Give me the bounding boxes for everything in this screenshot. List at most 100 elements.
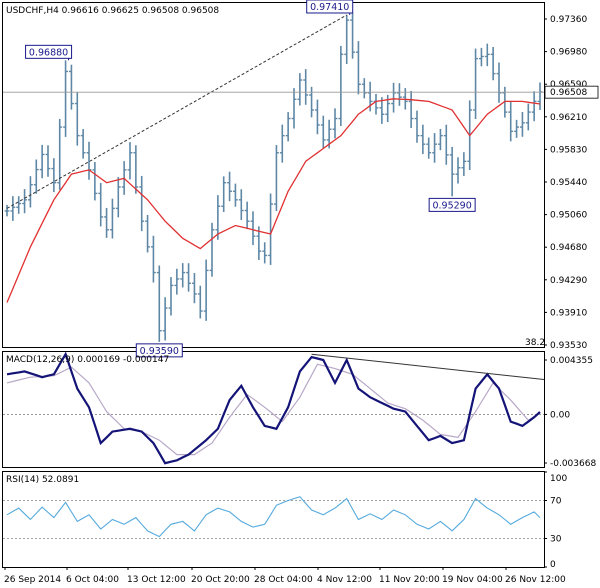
instrument-header: USDCHF,H4 0.96616 0.96625 0.96508 0.9650… <box>6 6 219 16</box>
callout-box <box>306 0 354 14</box>
price-bar <box>496 62 502 103</box>
last-price-label: 0.96508 <box>550 88 587 98</box>
callout-label: 0.93590 <box>140 346 179 357</box>
last-price-badge: 0.96508 <box>544 85 599 99</box>
price-bar <box>350 12 355 59</box>
price-bar <box>156 265 162 342</box>
price-bar <box>432 133 437 163</box>
macd-tick-label: -0.003668 <box>550 459 596 469</box>
callout-box <box>428 197 476 212</box>
price-bar <box>320 115 326 149</box>
rsi-tick-label: 70 <box>550 497 562 507</box>
macd-main-line <box>6 351 541 465</box>
price-bar <box>4 204 10 217</box>
price-bar <box>297 73 303 106</box>
price-bar <box>151 235 156 283</box>
price-bar <box>473 48 478 120</box>
rsi-tick-label: 100 <box>550 474 567 484</box>
price-bar <box>250 211 256 246</box>
price-trendline <box>6 14 347 209</box>
price-bar <box>443 124 449 165</box>
price-bar <box>74 92 80 146</box>
rsi-label: RSI(14) 52.0891 <box>6 475 79 485</box>
price-bar <box>16 196 22 214</box>
price-bar <box>22 189 27 214</box>
price-bars <box>4 12 543 342</box>
price-tick-label: 0.96980 <box>550 48 587 58</box>
price-tick-label: 0.95440 <box>550 178 587 188</box>
price-bar <box>449 146 455 197</box>
price-bar <box>531 91 537 122</box>
x-tick-label: 26 Sep 2014 <box>4 575 61 585</box>
price-callout: 0.96880 <box>25 44 73 61</box>
price-bar <box>426 137 432 159</box>
price-bar <box>221 176 227 212</box>
price-bar <box>39 144 45 179</box>
macd-tick-label: 0.004355 <box>550 356 593 366</box>
price-bar <box>28 176 33 208</box>
price-bar <box>10 196 16 221</box>
price-panel-frame <box>2 2 545 348</box>
price-bar <box>455 157 461 184</box>
price-bar <box>291 88 297 129</box>
price-bar <box>215 195 221 240</box>
price-bar <box>461 152 467 176</box>
price-tick-label: 0.94680 <box>550 243 587 253</box>
price-bar <box>332 108 338 139</box>
x-tick-label: 19 Nov 04:00 <box>442 575 503 585</box>
price-bar <box>227 171 232 202</box>
price-bar <box>80 129 86 159</box>
price-tick-label: 0.96590 <box>550 80 587 90</box>
x-tick-label: 28 Oct 04:00 <box>254 575 313 585</box>
price-bar <box>133 145 139 194</box>
price-bar <box>303 69 309 105</box>
callout-label: 0.95290 <box>432 200 471 211</box>
macd-trendline <box>311 353 545 380</box>
price-bar <box>262 242 268 264</box>
price-bar <box>420 124 426 155</box>
price-bar <box>233 183 238 207</box>
price-bar <box>356 41 361 95</box>
price-bar <box>127 142 133 180</box>
price-bar <box>438 128 443 151</box>
price-bar <box>361 78 367 99</box>
x-tick-label: 11 Nov 20:00 <box>379 575 440 585</box>
price-bar <box>197 285 203 319</box>
price-layer: 0.96880 0.97410 0.93590 0.95290 <box>3 0 544 358</box>
price-bar <box>203 259 209 321</box>
price-bar <box>174 268 180 295</box>
price-callout: 0.93590 <box>135 343 183 358</box>
price-bar <box>238 189 244 221</box>
rsi-tick-label: 0 <box>550 560 556 570</box>
price-bar <box>391 82 396 113</box>
price-callout: 0.95290 <box>428 197 476 212</box>
moving-average-line <box>6 98 541 303</box>
price-bar <box>51 158 57 193</box>
macd-signal-line <box>6 363 541 456</box>
macd-layer <box>3 351 545 465</box>
price-bar <box>180 263 186 288</box>
price-bar <box>63 60 68 137</box>
price-bar <box>514 119 519 138</box>
price-bar <box>490 46 496 81</box>
price-bar <box>279 124 285 163</box>
price-bar <box>33 159 39 194</box>
macd-panel-frame <box>2 351 545 468</box>
price-callout: 0.97410 <box>306 0 354 15</box>
last-price-box <box>544 85 599 99</box>
rsi-layer <box>3 496 544 539</box>
price-tick-label: 0.94290 <box>550 276 587 286</box>
axis-layer: 0.97360 0.96980 0.96590 0.96210 0.95830 0.954… <box>4 15 599 585</box>
price-bar <box>397 83 402 106</box>
price-bar <box>209 222 215 277</box>
price-bar <box>69 64 74 110</box>
price-bar <box>145 215 150 253</box>
callout-box <box>135 343 183 358</box>
price-bar <box>92 162 98 201</box>
rsi-tick-label: 30 <box>550 535 562 545</box>
price-bar <box>110 198 115 239</box>
price-tick-label: 0.97360 <box>550 15 587 25</box>
x-tick-label: 4 Nov 12:00 <box>317 575 372 585</box>
